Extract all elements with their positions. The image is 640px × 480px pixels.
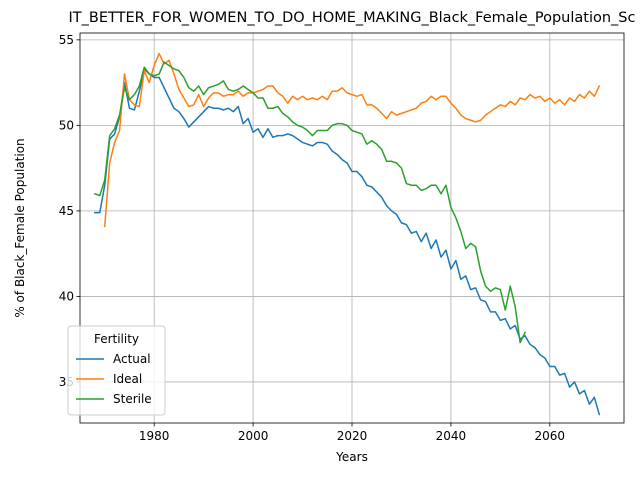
x-tick-label: 2040 <box>436 429 467 443</box>
series-layer <box>93 52 601 416</box>
x-tick-label: 2060 <box>535 429 566 443</box>
legend-label: Sterile <box>113 392 152 406</box>
legend-title: Fertility <box>94 332 139 346</box>
x-tick-label: 2000 <box>238 429 269 443</box>
x-axis: 1980 2000 2020 2040 2060 <box>139 423 565 443</box>
x-axis-label: Years <box>335 450 368 464</box>
legend-box <box>67 325 166 416</box>
series-line-sterile <box>93 61 527 344</box>
grid <box>80 33 624 423</box>
series-line-ideal <box>103 52 601 228</box>
y-axis-label: % of Black_Female Population <box>13 138 27 317</box>
x-tick-label: 1980 <box>139 429 170 443</box>
y-tick-label: 55 <box>59 33 74 47</box>
y-tick-label: 50 <box>59 118 74 132</box>
legend-label: Actual <box>113 352 151 366</box>
legend: Fertility Actual Ideal Sterile <box>67 325 166 416</box>
legend-label: Ideal <box>113 372 142 386</box>
y-tick-label: 45 <box>59 204 74 218</box>
chart-title: IT_BETTER_FOR_WOMEN_TO_DO_HOME_MAKING_Bl… <box>69 10 636 26</box>
legend-items: Actual Ideal Sterile <box>76 352 152 406</box>
series-line-actual <box>94 68 601 416</box>
x-tick-label: 2020 <box>337 429 368 443</box>
y-tick-label: 40 <box>59 289 74 303</box>
